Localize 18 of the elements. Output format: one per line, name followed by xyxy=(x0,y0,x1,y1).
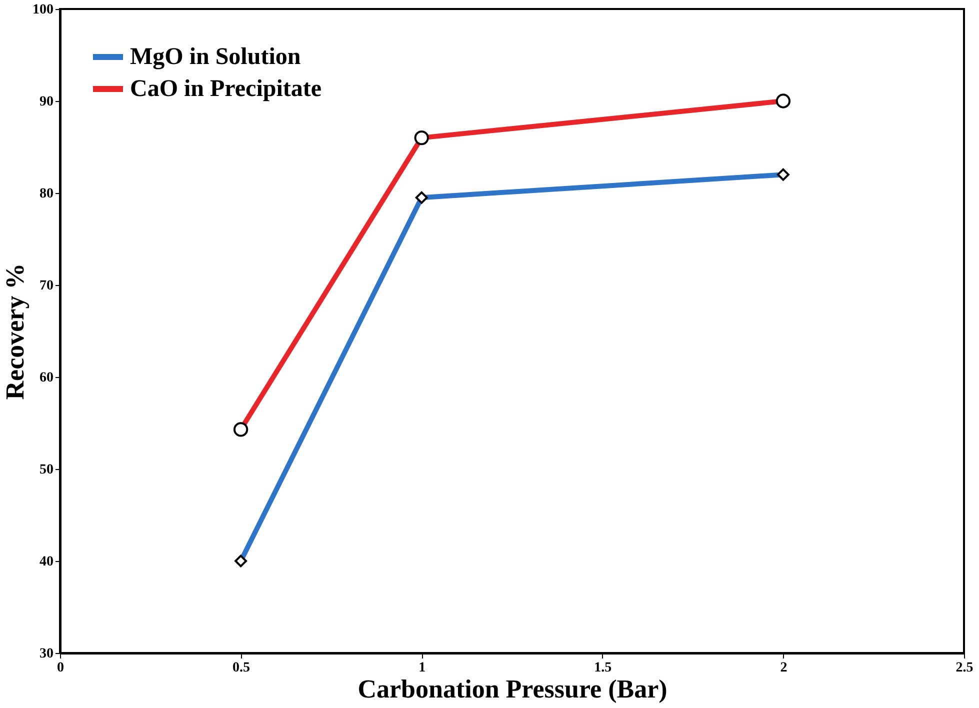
x-tick-label: 0 xyxy=(57,660,64,676)
y-tick-label: 50 xyxy=(40,462,54,478)
y-tick-label: 80 xyxy=(40,186,54,202)
y-tick-label: 90 xyxy=(40,94,54,110)
x-tick-label: 2.5 xyxy=(956,660,974,676)
x-tick-label: 1 xyxy=(418,660,426,676)
x-tick-label: 0.5 xyxy=(232,660,250,676)
y-tick-label: 100 xyxy=(32,2,54,18)
legend-label: CaO in Precipitate xyxy=(130,76,322,102)
y-tick-label: 60 xyxy=(40,370,54,386)
y-tick-label: 70 xyxy=(40,278,54,294)
x-axis-title: Carbonation Pressure (Bar) xyxy=(358,674,668,704)
legend-label: MgO in Solution xyxy=(130,44,301,70)
x-tick-label: 2 xyxy=(780,660,788,676)
y-tick-label: 30 xyxy=(40,646,54,662)
y-tick-label: 40 xyxy=(40,554,54,570)
x-tick-label: 1.5 xyxy=(594,660,612,676)
y-axis-title: Recovery % xyxy=(0,263,30,400)
